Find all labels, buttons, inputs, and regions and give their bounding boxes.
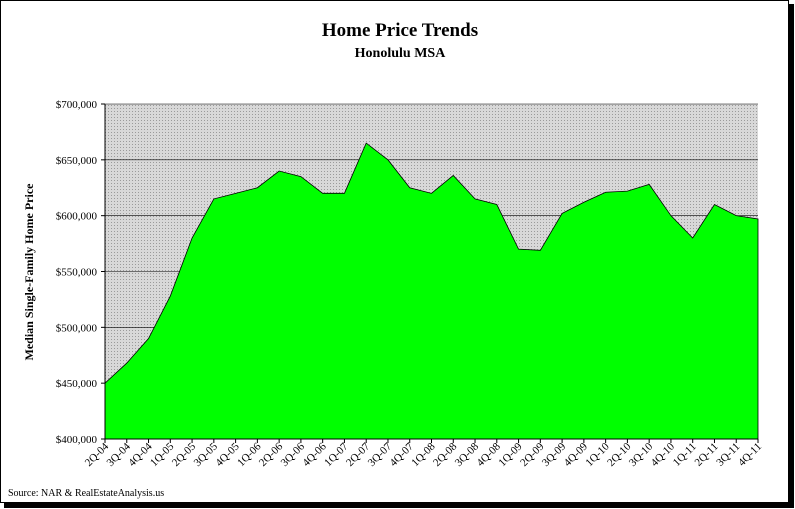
- y-tick-label: $550,000: [56, 267, 98, 279]
- y-tick-label: $500,000: [56, 322, 98, 334]
- chart-title: Home Price Trends: [322, 20, 478, 41]
- y-tick-label: $400,000: [56, 434, 98, 446]
- shadow: [789, 4, 794, 508]
- area: [104, 142, 759, 440]
- source: Source: NAR & RealEstateAnalysis.us: [8, 488, 164, 499]
- y-tick-label: $600,000: [56, 211, 98, 223]
- y-tick-label: $700,000: [56, 99, 98, 111]
- y-tick-label: $650,000: [56, 155, 98, 167]
- chart-subtitle: Honolulu MSA: [355, 46, 447, 61]
- y-axis-label: Median Single-Family Home Price: [22, 183, 36, 361]
- y-tick-label: $450,000: [56, 378, 98, 390]
- shadow: [4, 503, 794, 508]
